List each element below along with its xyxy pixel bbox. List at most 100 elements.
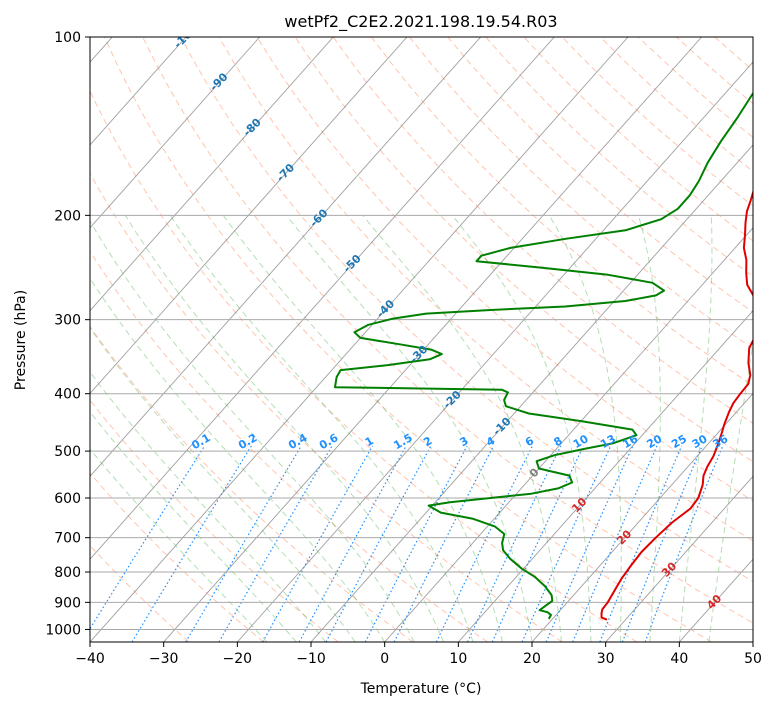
x-tick-label: 0 [380, 651, 389, 667]
skewed-isotherm [90, 37, 629, 642]
skewed-isotherm [90, 37, 408, 395]
dry-adiabat [485, 37, 753, 277]
dry-adiabat [409, 37, 753, 350]
moist-adiabat [169, 215, 474, 642]
moist-adiabat [90, 371, 327, 642]
dry-adiabat [90, 544, 190, 642]
mixing-ratio-line [185, 445, 302, 642]
x-axis-title: Temperature (°C) [360, 681, 482, 697]
dry-adiabat [371, 37, 753, 387]
x-axis: −40 −30 −20 −10 0 10 20 30 40 50 [75, 642, 762, 667]
skewed-isotherm [90, 37, 482, 477]
mixing-ratio-label: 0.1 [189, 431, 212, 452]
mixing-ratio-line [545, 445, 634, 642]
moist-adiabat [637, 215, 661, 642]
mixing-ratio-line [364, 445, 468, 642]
mixing-ratio-label: 6 [523, 434, 536, 449]
y-tick-label: 400 [54, 387, 81, 403]
mixing-ratio-labels: 0.1 0.2 0.4 0.6 1 1.5 2 3 4 6 8 10 13 16 20 25 30 36 [189, 431, 730, 452]
dry-adiabat [90, 325, 414, 642]
y-tick-label: 800 [54, 565, 81, 581]
chart-title: wetPf2_C2E2.2021.198.19.54.R03 [284, 12, 557, 32]
dry-adiabat [599, 37, 753, 173]
y-tick-label: 1000 [45, 622, 81, 638]
y-tick-label: 900 [54, 595, 81, 611]
skewed-isotherm [163, 37, 703, 642]
mixing-ratio-line [393, 445, 495, 642]
y-tick-label: 500 [54, 444, 81, 460]
dry-adiabat [142, 37, 753, 624]
background-lines [90, 37, 753, 642]
dry-adiabat [180, 37, 753, 583]
skewed-isotherm [384, 227, 753, 642]
skewed-isotherm [605, 475, 753, 642]
y-axis: 100 200 300 400 500 600 700 800 900 1000 [45, 30, 90, 638]
isobar-gridlines [90, 37, 753, 630]
moist-adiabat [90, 326, 356, 642]
mixing-ratio-label: 1 [363, 434, 376, 449]
moist-adiabat [362, 214, 562, 642]
y-tick-label: 600 [54, 491, 81, 507]
moist-adiabat [708, 338, 753, 642]
moist-adiabat [124, 215, 445, 642]
skewed-isotherm [236, 61, 753, 642]
dry-adiabat [523, 37, 753, 242]
dry-adiabat [256, 37, 753, 502]
mixing-ratio-line [599, 445, 683, 642]
skewed-isotherm [90, 37, 261, 229]
mixing-ratio-label: 36 [711, 432, 731, 451]
mixing-ratio-label: 30 [690, 432, 710, 451]
dry-adiabat [90, 90, 638, 642]
mixing-ratio-line [298, 445, 407, 642]
mixing-ratio-label: 13 [598, 432, 618, 451]
moist-adiabat [90, 220, 415, 642]
y-tick-label: 200 [54, 208, 81, 224]
mixing-ratio-line [466, 445, 562, 642]
x-tick-label: −20 [223, 651, 253, 667]
x-tick-label: 50 [744, 651, 762, 667]
plot-frame [89, 36, 754, 643]
mixing-ratio-label: 3 [457, 434, 470, 449]
mixing-ratio-label: 1.5 [391, 431, 414, 452]
mixing-ratio-label: 4 [484, 434, 497, 449]
dry-adiabat [332, 37, 753, 424]
dry-adiabat [90, 399, 339, 642]
mixing-ratio-line [644, 445, 724, 642]
moist-adiabat [222, 215, 503, 642]
dewpoint-line [334, 91, 753, 620]
skewed-isotherm [310, 144, 753, 642]
mixing-ratio-label: 0.2 [236, 431, 259, 452]
y-tick-label: 300 [54, 313, 81, 329]
moist-adiabat [90, 448, 268, 642]
moist-adiabat [548, 215, 622, 642]
mixing-ratio-line [325, 445, 432, 642]
y-tick-label: 100 [54, 30, 81, 46]
x-tick-label: 20 [523, 651, 541, 667]
x-tick-label: −30 [149, 651, 179, 667]
dry-adiabat [218, 37, 753, 542]
skewed-isotherm [752, 641, 753, 642]
mixing-ratio-line [621, 445, 703, 642]
mixing-ratio-line [435, 445, 533, 642]
dry-adiabat [752, 37, 753, 38]
x-tick-label: −10 [296, 651, 326, 667]
dry-adiabat [90, 250, 488, 642]
dry-adiabat [714, 37, 753, 71]
dry-adiabat [90, 172, 563, 642]
dry-adiabat [447, 37, 753, 313]
mixing-ratio-label: 20 [645, 432, 665, 451]
y-tick-label: 700 [54, 531, 81, 547]
mixing-ratio-line [90, 445, 206, 630]
mixing-ratio-line [262, 445, 374, 642]
mixing-ratio-label: 0.6 [317, 431, 341, 452]
moist-adiabat [90, 277, 386, 642]
x-tick-label: 40 [670, 651, 688, 667]
mixing-ratio-label: 0.4 [286, 431, 310, 452]
skewed-isotherm [90, 37, 555, 560]
skewed-isotherm [90, 37, 334, 312]
mixing-ratio-label: 16 [620, 432, 640, 451]
mixing-ratio-line [131, 445, 252, 642]
dry-adiabat [294, 37, 753, 463]
